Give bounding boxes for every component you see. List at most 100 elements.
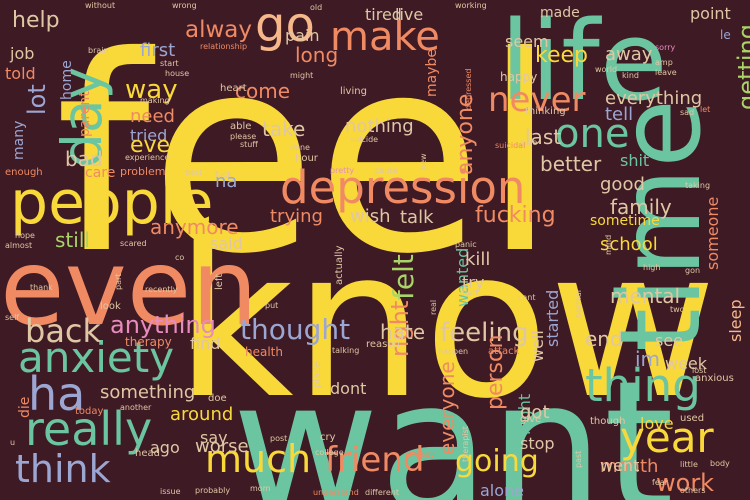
- word: alway: [185, 17, 253, 44]
- word: amp: [655, 57, 673, 67]
- word: put: [265, 300, 279, 310]
- word: people: [10, 168, 214, 239]
- word: friend: [325, 440, 425, 481]
- word: look: [100, 301, 121, 313]
- word: co: [175, 252, 185, 262]
- word: anything: [110, 311, 216, 340]
- word: understand: [313, 487, 359, 497]
- word: place: [312, 361, 323, 388]
- word: said: [210, 233, 243, 253]
- word: know: [175, 206, 717, 445]
- word: feel: [55, 0, 558, 314]
- word: therapy: [125, 334, 172, 349]
- word: best: [185, 167, 203, 177]
- word: school: [600, 233, 658, 255]
- word: try: [462, 272, 485, 292]
- word: wrong: [172, 0, 197, 10]
- word: come: [235, 79, 291, 104]
- word: happen: [438, 346, 469, 356]
- word: year: [620, 413, 714, 463]
- word: really: [25, 402, 153, 457]
- word: better: [540, 152, 602, 177]
- word: fear: [652, 477, 668, 487]
- word: normal: [574, 289, 583, 318]
- word: post: [270, 433, 288, 443]
- word: give: [520, 414, 542, 426]
- word: attack: [488, 346, 520, 358]
- word: another: [120, 402, 152, 412]
- word: might: [290, 70, 314, 80]
- word: self: [5, 312, 20, 322]
- word: want: [232, 342, 675, 500]
- word: start: [160, 58, 179, 68]
- word: though: [590, 416, 626, 428]
- word: health: [245, 344, 283, 359]
- word: enough: [5, 167, 43, 179]
- word: see: [655, 330, 684, 350]
- word: seem: [505, 31, 549, 51]
- word: tried: [130, 125, 168, 145]
- word: pain: [285, 25, 320, 45]
- word: still: [55, 228, 90, 253]
- word: live: [395, 4, 424, 24]
- word: good: [600, 173, 645, 195]
- word: home: [59, 60, 75, 100]
- word: able: [230, 121, 252, 133]
- word: take: [262, 117, 306, 142]
- word: probably: [195, 485, 231, 495]
- word: brain: [88, 45, 109, 55]
- word: back: [25, 312, 102, 351]
- word: first: [140, 39, 176, 61]
- word: left: [214, 273, 225, 290]
- word: issue: [160, 486, 181, 496]
- word: stuff: [240, 139, 258, 149]
- word: fucking: [475, 202, 556, 228]
- word: everything: [605, 87, 703, 109]
- word: even: [0, 227, 258, 350]
- word: wish: [350, 205, 391, 227]
- word: mind: [604, 234, 613, 255]
- word: real: [429, 299, 438, 315]
- word: tell: [605, 103, 634, 125]
- word: without: [85, 0, 116, 10]
- word: stop: [520, 433, 555, 453]
- word: working: [455, 0, 487, 10]
- word: world: [595, 64, 618, 74]
- word: lost: [692, 365, 707, 375]
- word: help: [12, 7, 60, 33]
- word: think: [15, 447, 111, 492]
- word: bad: [65, 147, 103, 172]
- word: past: [574, 450, 583, 468]
- word: experience: [125, 152, 170, 162]
- word: ago: [150, 437, 180, 457]
- word: die: [17, 396, 33, 418]
- word: please: [230, 131, 257, 141]
- word: anxiety: [18, 333, 175, 383]
- word: le: [720, 27, 731, 42]
- word: month: [600, 455, 659, 477]
- word: one: [555, 110, 630, 157]
- word: hour: [295, 153, 318, 165]
- word: body: [710, 458, 730, 468]
- word: love: [640, 413, 674, 433]
- word: im: [635, 347, 661, 372]
- word: need: [130, 105, 175, 127]
- word: find: [190, 333, 221, 353]
- word: used: [680, 413, 705, 425]
- word: two: [670, 304, 685, 314]
- word: got: [520, 401, 550, 423]
- word: hope: [15, 230, 35, 240]
- word: fuck: [215, 169, 232, 179]
- word: talk: [400, 206, 434, 228]
- word: shit: [620, 150, 650, 170]
- word: taking: [685, 180, 711, 190]
- word: relationship: [200, 41, 248, 51]
- word: work: [656, 469, 715, 498]
- word: hurt: [462, 287, 479, 297]
- word: different: [365, 487, 399, 497]
- word: sorry: [655, 42, 676, 52]
- word: told: [5, 63, 36, 83]
- word: care: [85, 165, 116, 182]
- word: last: [525, 125, 562, 150]
- word: little: [680, 459, 698, 469]
